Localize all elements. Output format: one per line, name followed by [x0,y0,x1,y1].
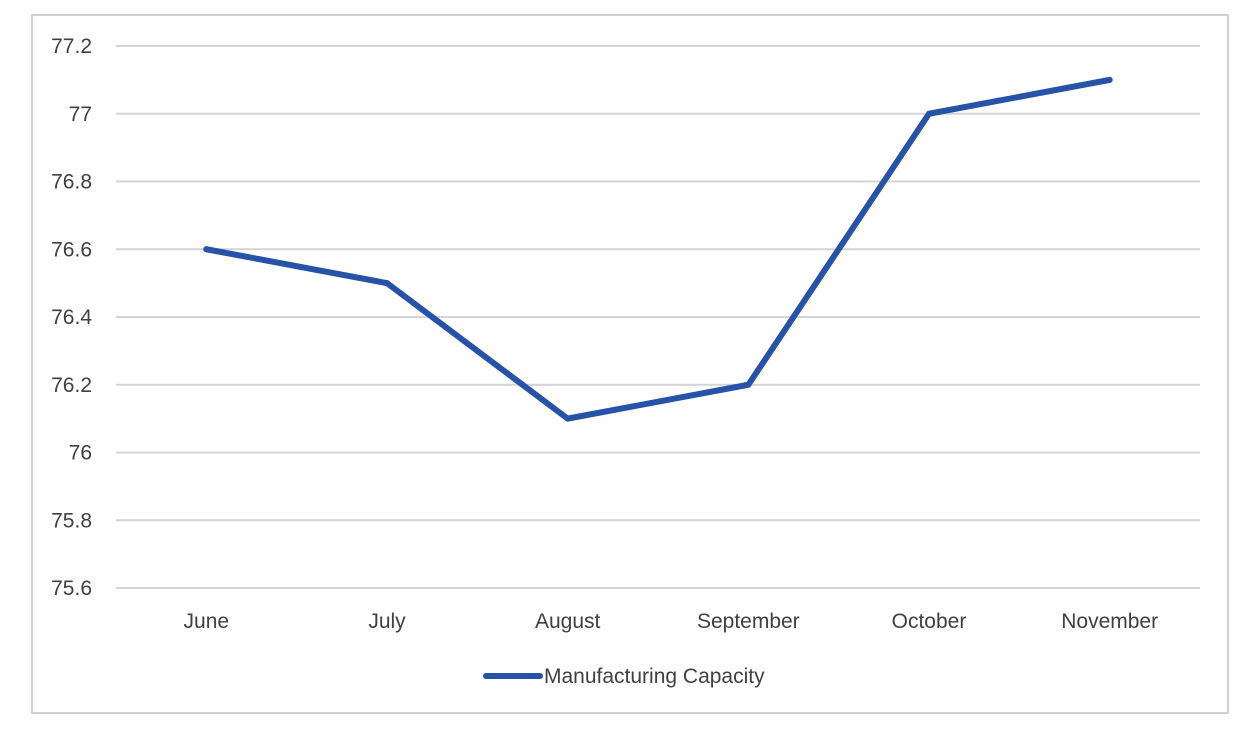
x-tick-label: October [892,610,967,633]
series-line [203,76,1113,422]
y-tick-label: 76.8 [51,171,92,194]
data-point [926,110,932,117]
y-tick-label: 76.4 [51,306,92,329]
y-tick-label: 75.6 [51,577,92,600]
legend-label: Manufacturing Capacity [544,665,765,688]
y-tick-label: 76.2 [51,374,92,397]
y-tick-label: 77.2 [51,35,92,58]
y-axis-tick-labels: 75.6 75.8 76 76.2 76.4 76.6 76.8 77 77.2 [51,35,92,600]
gridlines [116,45,1200,589]
y-tick-label: 76.6 [51,238,92,261]
chart-frame [31,14,1229,714]
x-tick-label: July [368,610,406,633]
y-tick-label: 77 [69,103,92,126]
data-point [384,280,390,287]
y-tick-label: 76 [69,442,92,465]
x-tick-label: September [697,610,800,633]
legend: Manufacturing Capacity [483,665,765,688]
data-point [203,246,210,253]
data-point [564,415,571,422]
data-point [1106,76,1113,83]
data-point [745,381,752,388]
series-lines [203,76,1113,422]
x-tick-label: June [184,610,230,633]
y-tick-label: 75.8 [51,509,92,532]
x-axis-tick-labels: June July August September October November [184,610,1159,633]
x-tick-label: August [535,610,601,633]
x-tick-label: November [1061,610,1158,633]
